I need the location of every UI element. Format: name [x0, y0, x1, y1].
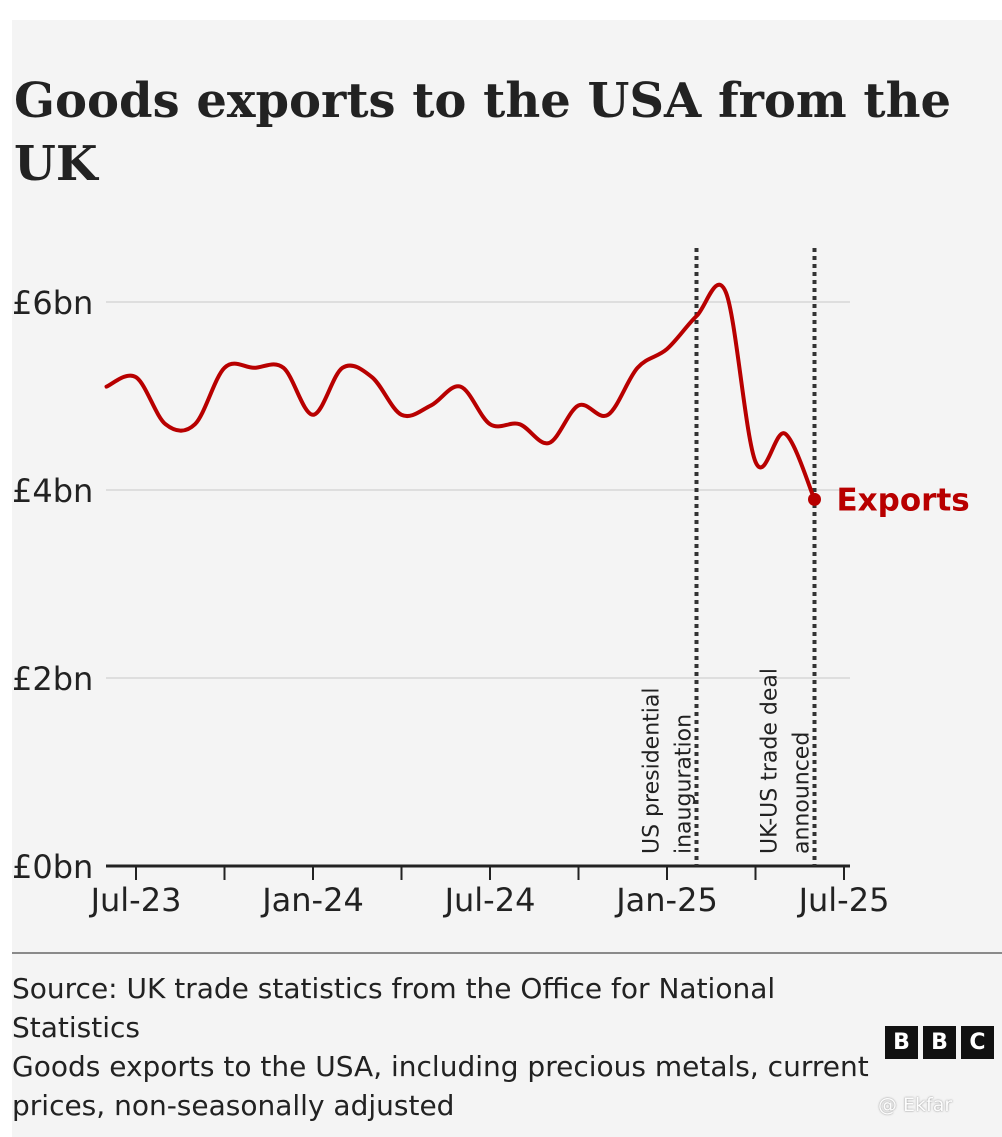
annotation-label-line: UK-US trade deal — [758, 668, 783, 854]
watermark: @ Ekfar — [878, 1094, 953, 1116]
annotation-label-line: announced — [790, 732, 815, 854]
x-tick-label: Jul-24 — [443, 881, 536, 919]
chart-title: Goods exports to the USA from the UK — [14, 73, 952, 192]
series-label: Exports — [837, 482, 970, 518]
line-chart: £0bn £2bn £4bn £6bn Jul-23 Jan-24 Jul-24 Jan-25… — [12, 248, 970, 919]
annotation-label: US presidential inauguration — [640, 688, 697, 854]
logo-letter: B — [923, 1026, 956, 1059]
annotation-label-line: inauguration — [672, 714, 697, 854]
x-tick-label: Jul-23 — [89, 881, 182, 919]
x-tick-label: Jan-24 — [260, 881, 364, 919]
annotation-label-line: US presidential — [640, 688, 665, 854]
footer-divider — [12, 952, 1002, 954]
logo-letter: B — [885, 1026, 918, 1059]
series-end-dot — [808, 492, 821, 506]
y-tick-label: £4bn — [12, 472, 93, 510]
chart-footnote: Goods exports to the USA, including prec… — [12, 1050, 869, 1122]
y-tick-label: £0bn — [12, 848, 93, 886]
source-note: Source: UK trade statistics from the Off… — [12, 972, 776, 1044]
chart-card — [12, 20, 1002, 1137]
x-tick-label: Jul-25 — [797, 881, 890, 919]
logo-letter: C — [961, 1026, 994, 1059]
x-tick-label: Jan-25 — [614, 881, 718, 919]
y-tick-label: £2bn — [12, 660, 93, 698]
series-line-exports — [104, 282, 817, 502]
annotation-label: UK-US trade deal announced — [758, 668, 815, 854]
y-tick-label: £6bn — [12, 284, 93, 322]
